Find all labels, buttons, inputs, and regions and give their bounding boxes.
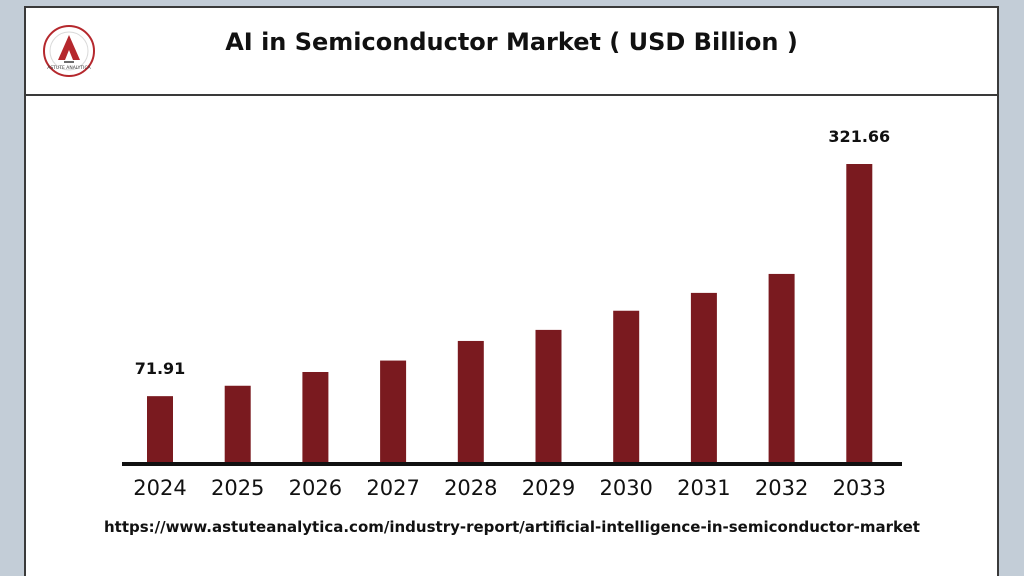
bar-2032 <box>768 273 795 463</box>
source-url: https://www.astuteanalytica.com/industry… <box>104 518 920 536</box>
chart-title: AI in Semiconductor Market ( USD Billion… <box>225 28 798 56</box>
x-tick-label-2033: 2033 <box>833 476 886 500</box>
x-tick-label-2028: 2028 <box>444 476 497 500</box>
astute-analytica-logo-icon: ASTUTE ANALYTICA <box>43 25 95 77</box>
bar-2028 <box>457 340 484 463</box>
x-tick-label-2024: 2024 <box>133 476 186 500</box>
bar-2033 <box>846 164 873 463</box>
bar-2029 <box>535 329 562 463</box>
chart-frame <box>24 6 999 576</box>
x-tick-label-2027: 2027 <box>366 476 419 500</box>
bar-2024 <box>147 396 173 463</box>
bar-2030 <box>613 310 640 463</box>
data-label-2033: 321.66 <box>828 127 890 146</box>
svg-text:ASTUTE ANALYTICA: ASTUTE ANALYTICA <box>47 65 91 71</box>
bar-2031 <box>690 292 717 463</box>
bar-2027 <box>380 360 407 463</box>
bar-2026 <box>302 371 329 463</box>
x-tick-label-2032: 2032 <box>755 476 808 500</box>
bar-2025 <box>224 385 251 463</box>
x-tick-label-2031: 2031 <box>677 476 730 500</box>
x-tick-label-2026: 2026 <box>289 476 342 500</box>
x-tick-label-2030: 2030 <box>599 476 652 500</box>
header: ASTUTE ANALYTICA AI in Semiconductor Mar… <box>24 6 999 96</box>
x-tick-label-2029: 2029 <box>522 476 575 500</box>
x-tick-label-2025: 2025 <box>211 476 264 500</box>
data-label-2024: 71.91 <box>135 359 186 378</box>
